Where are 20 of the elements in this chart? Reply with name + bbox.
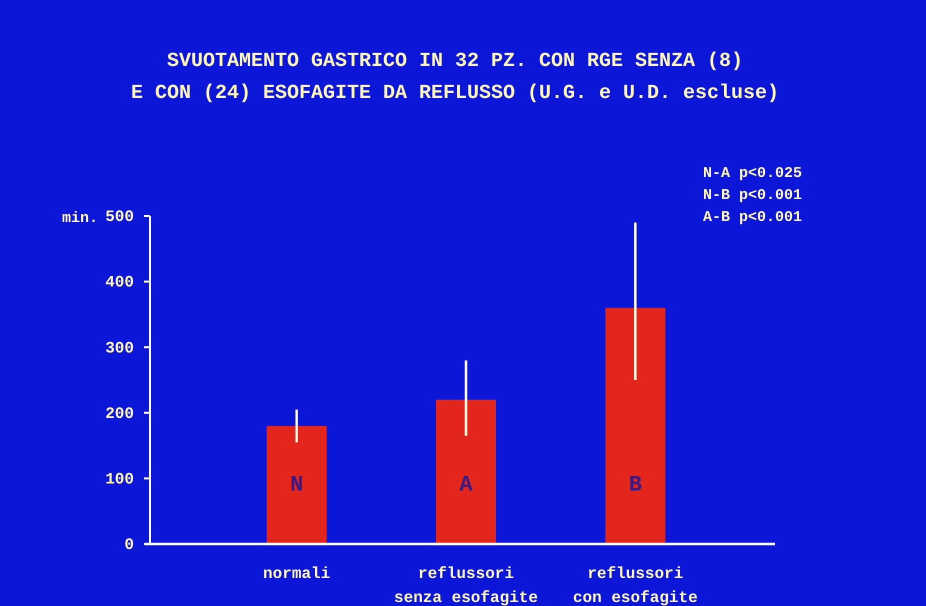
x-tick-label: normali [263,565,330,583]
bar [266,426,327,544]
y-tick-label: 300 [105,339,134,358]
text: N-B p<0.001 [702,187,802,204]
y-tick-label: 500 [105,208,134,226]
annotation: B [628,472,642,498]
annotation: A [459,472,474,498]
y-tick-label: 400 [105,274,134,292]
x-tick-label: reflussori senza esofagite [394,565,538,606]
annotation: A-B p<0.001 [702,209,802,226]
y-axis-title: min. [62,210,98,227]
y-tick-label: 100 [105,470,134,489]
bar [605,308,666,544]
text: N-A p<0.025 [702,165,802,182]
y-tick-label: 0 [124,536,134,554]
bar [436,400,496,544]
annotation: N [290,472,304,498]
chart-title: SVUOTAMENTO GASTRICO IN 32 PZ. CON RGE SENZA (8) E CON (24) ESOFAGITE DA REFLUSSO (U.G. e U.D. escluse) [130,50,780,105]
y-tick-label: 200 [105,404,134,423]
x-tick-label: reflussori con esofagite [572,565,698,606]
